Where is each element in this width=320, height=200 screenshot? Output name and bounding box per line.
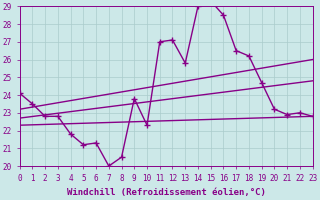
X-axis label: Windchill (Refroidissement éolien,°C): Windchill (Refroidissement éolien,°C) [67, 188, 266, 197]
